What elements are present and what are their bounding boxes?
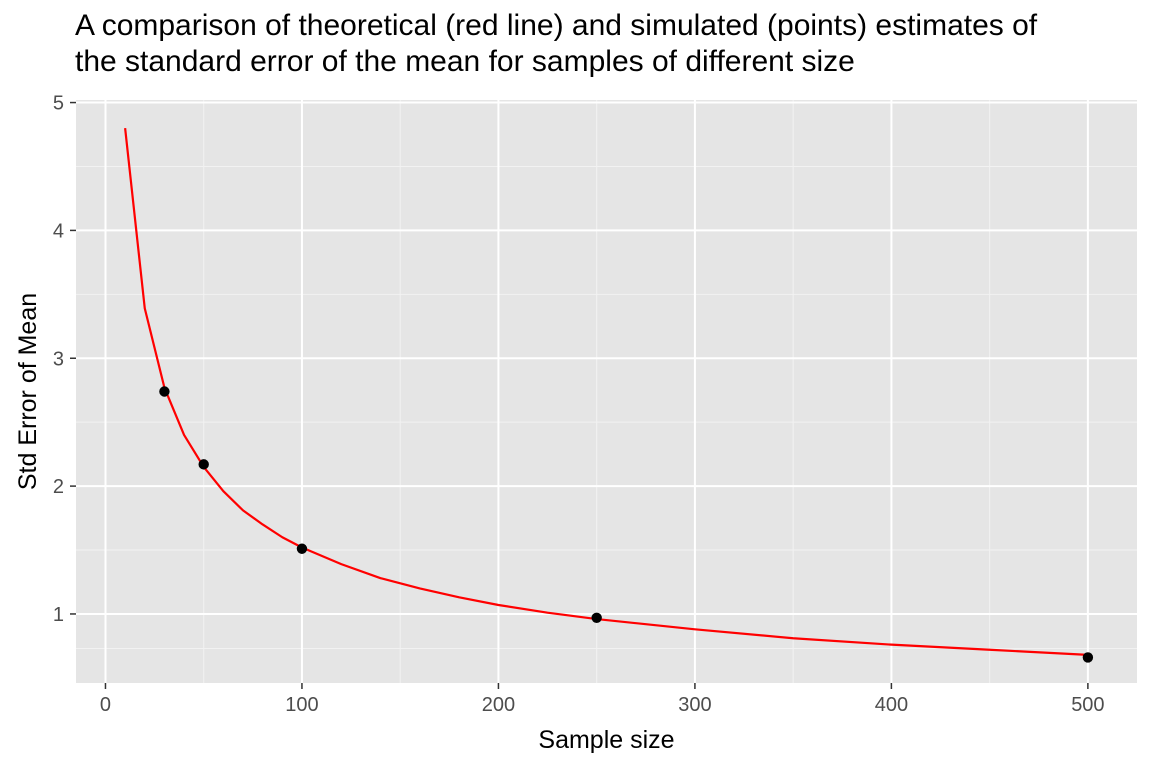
chart-title-line-2: the standard error of the mean for sampl…: [75, 45, 855, 78]
simulated-point: [296, 543, 308, 554]
y-tick-label: 1: [53, 604, 64, 626]
x-tick-label: 200: [482, 694, 515, 716]
simulated-point: [1082, 652, 1094, 663]
y-tick-label: 4: [53, 220, 64, 242]
y-tick-label: 3: [53, 348, 64, 370]
x-tick-label: 100: [285, 694, 318, 716]
minor-gridlines: [76, 100, 1137, 683]
chart-title: A comparison of theoretical (red line) a…: [75, 8, 1152, 80]
x-axis: 0 100 200 300 400 500: [100, 683, 1105, 716]
simulated-point: [159, 386, 170, 397]
y-tick-label: 2: [53, 476, 64, 498]
major-gridlines: [76, 100, 1137, 683]
chart-title-line-1: A comparison of theoretical (red line) a…: [75, 9, 1038, 42]
y-axis-title: Std Error of Mean: [14, 293, 42, 490]
y-tick-label: 5: [53, 93, 64, 115]
x-tick-label: 300: [678, 694, 711, 716]
y-axis: 1 2 3 4 5: [53, 93, 76, 626]
theoretical-line: [124, 128, 1088, 656]
x-axis-title: Sample size: [538, 726, 674, 754]
x-tick-label: 0: [100, 694, 111, 716]
plot-panel: [76, 100, 1137, 683]
simulated-point: [198, 459, 209, 470]
series-layer: [124, 128, 1094, 663]
x-tick-label: 500: [1071, 694, 1104, 716]
simulated-point: [591, 612, 602, 623]
x-tick-label: 400: [875, 694, 908, 716]
